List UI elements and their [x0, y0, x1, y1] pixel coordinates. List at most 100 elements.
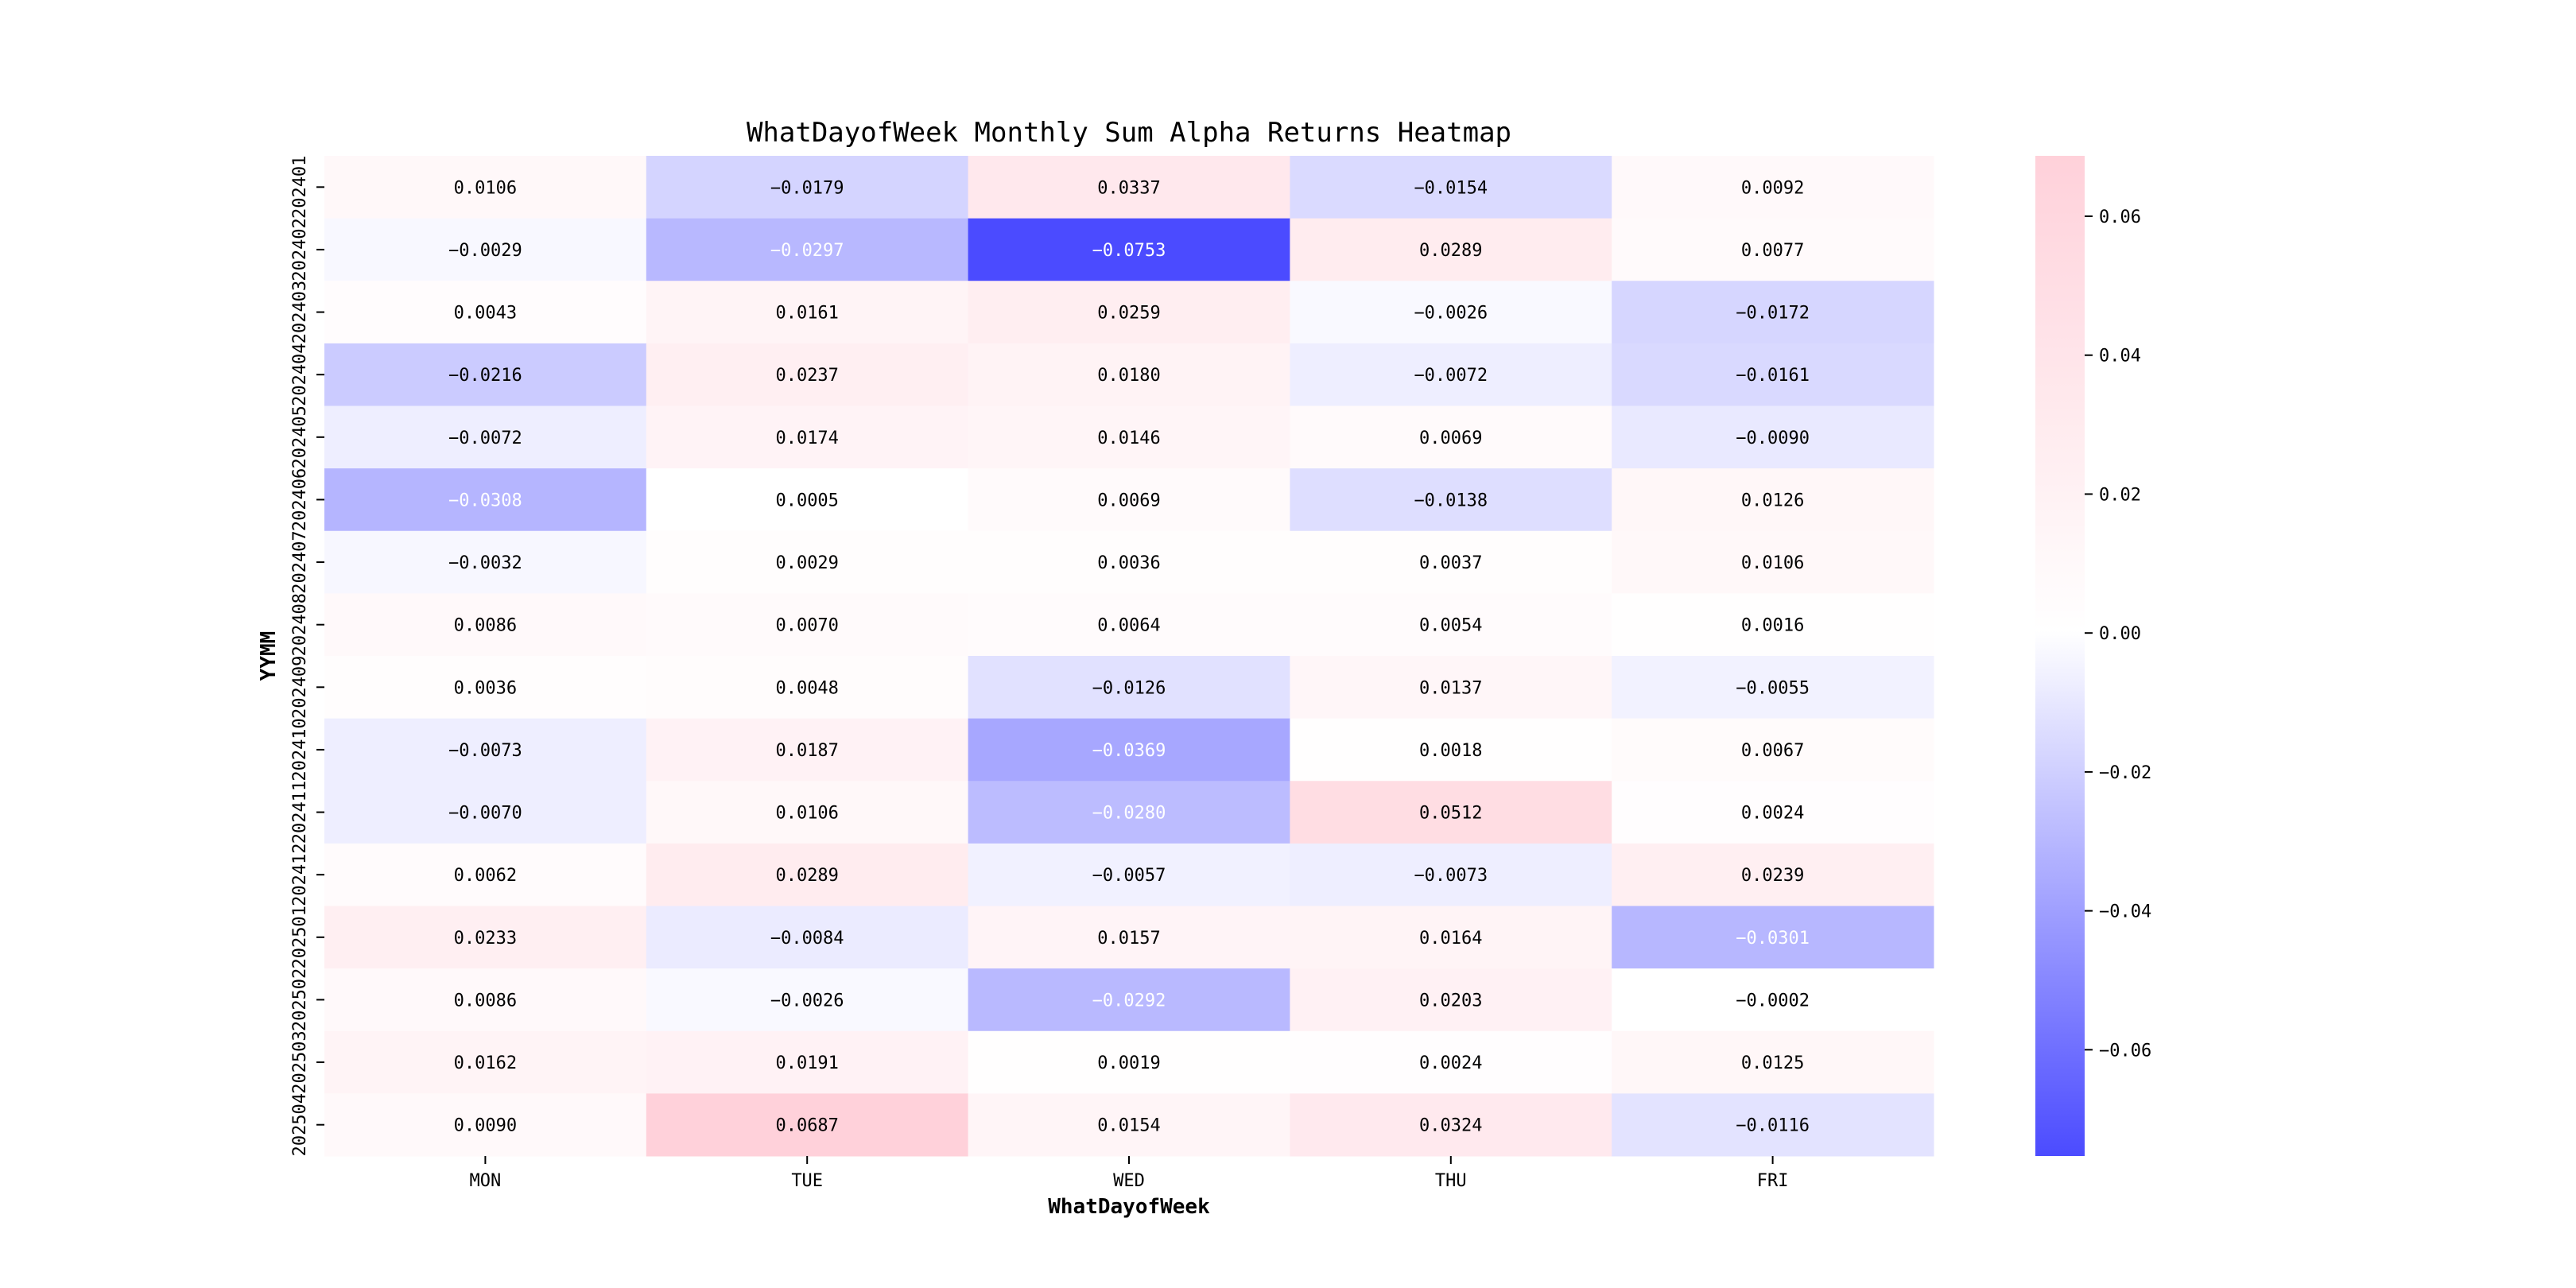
cell-value-label: −0.0029 — [448, 241, 522, 261]
heatmap-cell — [324, 906, 647, 969]
heatmap-cell — [324, 968, 647, 1032]
cell-value-label: 0.0324 — [1419, 1116, 1482, 1136]
heatmap-cell — [1290, 1030, 1612, 1094]
heatmap-cell — [968, 281, 1290, 344]
heatmap-cell — [1612, 530, 1934, 594]
colorbar-tick-label: −0.06 — [2099, 1041, 2151, 1061]
x-axis: MON TUE WED THU FRI — [470, 1156, 1788, 1191]
heatmap-cell — [324, 281, 647, 344]
cell-value-label: 0.0064 — [1097, 616, 1160, 636]
y-tick-label: 202404 — [290, 343, 310, 405]
heatmap-cell — [646, 530, 969, 594]
y-tick-label: 202503 — [290, 1030, 310, 1093]
cell-value-label: 0.0137 — [1419, 678, 1482, 698]
heatmap-cell — [646, 968, 969, 1032]
y-tick-label: 202502 — [290, 968, 310, 1031]
cell-value-label: 0.0070 — [775, 616, 838, 636]
heatmap-cell — [324, 343, 647, 406]
heatmap-cell — [1612, 843, 1934, 906]
cell-value-label: −0.0026 — [770, 991, 844, 1011]
heatmap-cell — [324, 156, 647, 219]
colorbar-gradient — [2035, 156, 2085, 1156]
heatmap-cell — [1290, 656, 1612, 720]
heatmap-cell — [1612, 718, 1934, 782]
cell-value-label: 0.0187 — [775, 741, 838, 761]
heatmap-cells: 0.0106 −0.0179 0.0337 −0.0154 0.0092 −0.0029 −… — [324, 156, 1934, 1157]
cell-value-label: −0.0073 — [1414, 866, 1488, 886]
y-tick-label: 202402 — [290, 218, 310, 281]
y-tick-label: 202411 — [290, 781, 310, 844]
heatmap-cell — [1612, 656, 1934, 720]
cell-value-label: 0.0092 — [1741, 178, 1804, 198]
cell-value-label: 0.0106 — [775, 804, 838, 824]
cell-value-label: 0.0036 — [454, 678, 517, 698]
cell-value-label: −0.0172 — [1736, 304, 1810, 324]
heatmap-cell — [968, 656, 1290, 720]
cell-value-label: −0.0280 — [1092, 804, 1166, 824]
colorbar-tick-label: −0.04 — [2099, 902, 2151, 922]
heatmap-cell — [1290, 218, 1612, 281]
heatmap-cell — [968, 906, 1290, 969]
cell-value-label: −0.0297 — [770, 241, 844, 261]
cell-value-label: −0.0070 — [448, 804, 522, 824]
heatmap-cell — [646, 1030, 969, 1094]
heatmap-cell — [968, 530, 1290, 594]
cell-value-label: 0.0126 — [1741, 491, 1804, 510]
heatmap-cell — [968, 1093, 1290, 1157]
cell-value-label: 0.0069 — [1419, 429, 1482, 448]
heatmap-cell — [968, 156, 1290, 219]
heatmap-cell — [1612, 156, 1934, 219]
cell-value-label: 0.0043 — [454, 304, 517, 324]
heatmap-cell — [646, 405, 969, 469]
heatmap-cell — [968, 218, 1290, 281]
cell-value-label: −0.0179 — [770, 178, 844, 198]
heatmap-cell — [646, 718, 969, 782]
heatmap-cell — [968, 968, 1290, 1032]
x-tick-label: WED — [1113, 1171, 1145, 1191]
cell-value-label: −0.0154 — [1414, 178, 1488, 198]
heatmap-cell — [646, 281, 969, 344]
cell-value-label: −0.0161 — [1736, 366, 1810, 386]
cell-value-label: 0.0512 — [1419, 804, 1482, 824]
y-tick-label: 202405 — [290, 405, 310, 468]
colorbar-tick-label: 0.02 — [2099, 485, 2141, 505]
heatmap-cell — [646, 156, 969, 219]
heatmap-cell — [1290, 530, 1612, 594]
y-tick-label: 202408 — [290, 593, 310, 656]
heatmap-cell — [1290, 843, 1612, 906]
heatmap-cell — [968, 718, 1290, 782]
heatmap-cell — [324, 405, 647, 469]
heatmap-cell — [1290, 343, 1612, 406]
heatmap-cell — [968, 343, 1290, 406]
cell-value-label: −0.0216 — [448, 366, 522, 386]
cell-value-label: −0.0308 — [448, 491, 522, 510]
colorbar: 0.06 0.04 0.02 0.00 −0.02 −0.04 −0.06 — [2035, 156, 2151, 1156]
y-tick-label: 202410 — [290, 718, 310, 781]
cell-value-label: 0.0164 — [1419, 929, 1482, 949]
heatmap-cell — [646, 656, 969, 720]
cell-value-label: −0.0032 — [448, 553, 522, 573]
cell-value-label: −0.0090 — [1736, 429, 1810, 448]
heatmap-cell — [1290, 281, 1612, 344]
cell-value-label: 0.0029 — [775, 553, 838, 573]
cell-value-label: 0.0090 — [454, 1116, 517, 1136]
heatmap-cell — [1612, 968, 1934, 1032]
cell-value-label: −0.0369 — [1092, 741, 1166, 761]
cell-value-label: 0.0036 — [1097, 553, 1160, 573]
heatmap-cell — [1290, 156, 1612, 219]
cell-value-label: −0.0073 — [448, 741, 522, 761]
heatmap-cell — [646, 1093, 969, 1157]
heatmap-cell — [1612, 343, 1934, 406]
x-tick-label: THU — [1435, 1171, 1467, 1191]
cell-value-label: 0.0048 — [775, 678, 838, 698]
cell-value-label: 0.0237 — [775, 366, 838, 386]
cell-value-label: −0.0002 — [1736, 991, 1810, 1011]
y-tick-label: 202401 — [290, 156, 310, 219]
heatmap-cell — [1290, 1093, 1612, 1157]
cell-value-label: 0.0233 — [454, 929, 517, 949]
heatmap-cell — [646, 343, 969, 406]
heatmap-cell — [968, 843, 1290, 906]
cell-value-label: 0.0289 — [1419, 241, 1482, 261]
cell-value-label: 0.0005 — [775, 491, 838, 510]
cell-value-label: 0.0161 — [775, 304, 838, 324]
